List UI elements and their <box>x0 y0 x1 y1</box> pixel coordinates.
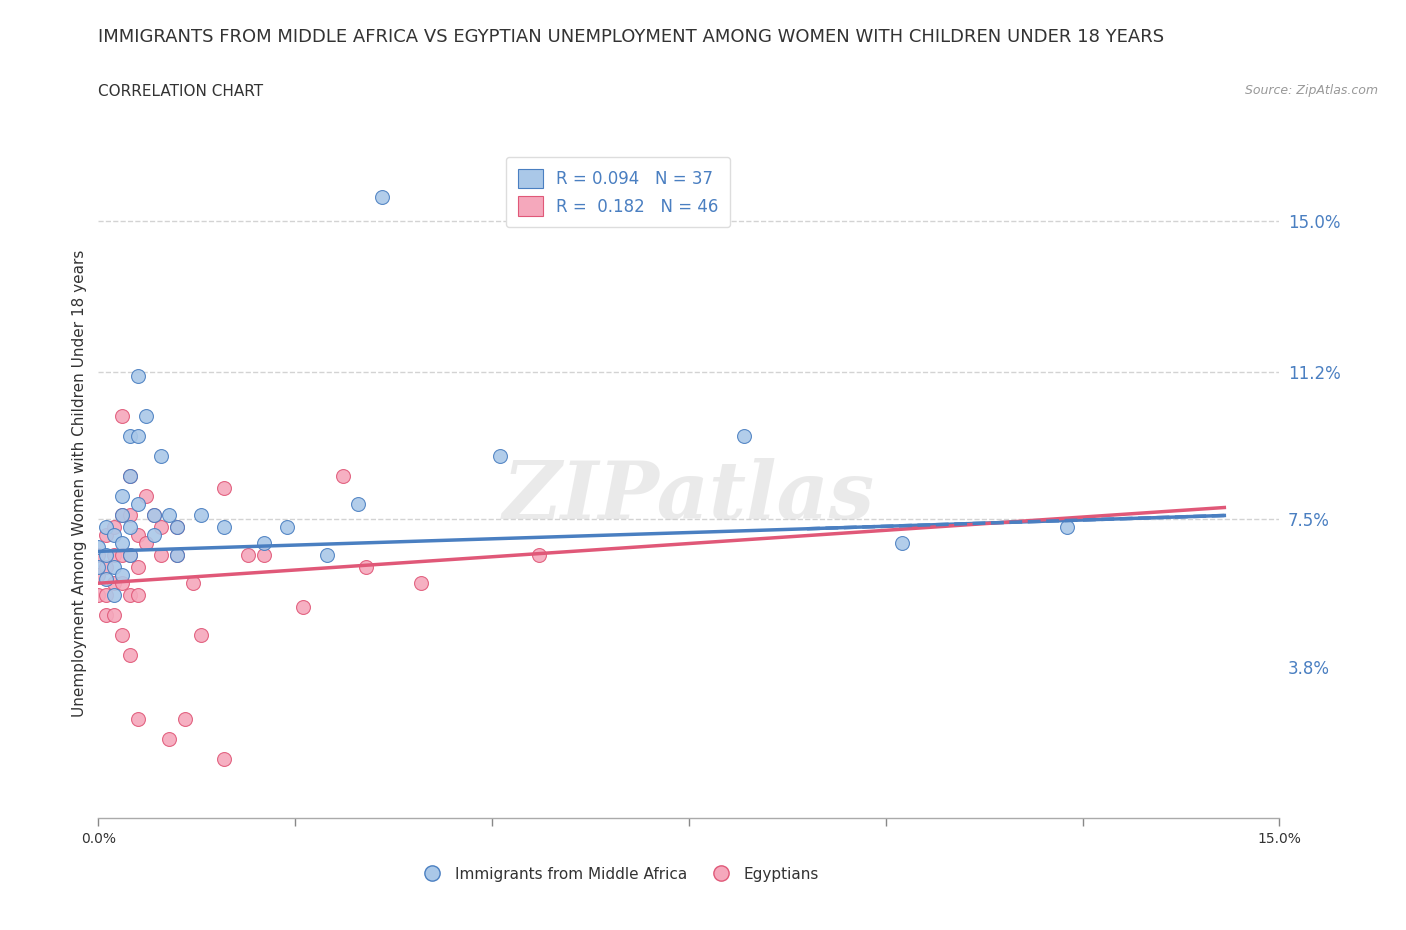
Point <box>166 520 188 535</box>
Point <box>111 408 134 423</box>
Point <box>96 528 118 543</box>
Point <box>150 520 173 535</box>
Point <box>142 508 165 523</box>
Point <box>103 520 125 535</box>
Point <box>127 560 149 575</box>
Point <box>150 548 173 563</box>
Point <box>111 628 134 643</box>
Point <box>103 548 125 563</box>
Point <box>733 429 755 444</box>
Point <box>157 508 180 523</box>
Point <box>96 520 118 535</box>
Point <box>127 429 149 444</box>
Point <box>103 528 125 543</box>
Point <box>253 536 276 551</box>
Point <box>96 560 118 575</box>
Point <box>87 560 110 575</box>
Point <box>111 508 134 523</box>
Point <box>347 496 370 511</box>
Point <box>135 536 157 551</box>
Point <box>332 468 354 483</box>
Point <box>253 548 276 563</box>
Point <box>190 628 212 643</box>
Point <box>181 576 204 591</box>
Point <box>166 520 188 535</box>
Point <box>96 607 118 622</box>
Point <box>411 576 433 591</box>
Point <box>292 600 315 615</box>
Text: IMMIGRANTS FROM MIDDLE AFRICA VS EGYPTIAN UNEMPLOYMENT AMONG WOMEN WITH CHILDREN: IMMIGRANTS FROM MIDDLE AFRICA VS EGYPTIA… <box>98 28 1164 46</box>
Point <box>111 576 134 591</box>
Point <box>127 588 149 603</box>
Point <box>103 607 125 622</box>
Point <box>890 536 912 551</box>
Point <box>236 548 259 563</box>
Text: CORRELATION CHART: CORRELATION CHART <box>98 84 263 99</box>
Point <box>654 169 676 184</box>
Point <box>214 520 236 535</box>
Point <box>489 448 512 463</box>
Point <box>127 496 149 511</box>
Point <box>276 520 298 535</box>
Point <box>166 548 188 563</box>
Point <box>111 548 134 563</box>
Point <box>1056 520 1078 535</box>
Legend: Immigrants from Middle Africa, Egyptians: Immigrants from Middle Africa, Egyptians <box>411 860 825 888</box>
Point <box>118 647 141 662</box>
Point <box>103 576 125 591</box>
Point <box>111 508 134 523</box>
Point <box>111 488 134 503</box>
Point <box>135 408 157 423</box>
Point <box>96 588 118 603</box>
Point <box>315 548 337 563</box>
Text: ZIPatlas: ZIPatlas <box>503 458 875 536</box>
Y-axis label: Unemployment Among Women with Children Under 18 years: Unemployment Among Women with Children U… <box>72 250 87 717</box>
Point <box>150 448 173 463</box>
Point <box>118 468 141 483</box>
Point <box>142 528 165 543</box>
Point <box>103 588 125 603</box>
Point <box>166 548 188 563</box>
Point <box>87 588 110 603</box>
Point <box>214 751 236 766</box>
Point <box>87 548 110 563</box>
Point <box>118 548 141 563</box>
Point <box>214 480 236 495</box>
Point <box>529 548 551 563</box>
Point <box>87 540 110 555</box>
Point <box>354 560 377 575</box>
Point <box>190 508 212 523</box>
Point <box>118 429 141 444</box>
Point <box>127 711 149 726</box>
Point <box>111 568 134 583</box>
Point <box>127 368 149 383</box>
Point <box>127 528 149 543</box>
Point <box>118 520 141 535</box>
Point <box>111 536 134 551</box>
Text: Source: ZipAtlas.com: Source: ZipAtlas.com <box>1244 84 1378 97</box>
Point <box>142 508 165 523</box>
Point <box>135 488 157 503</box>
Point <box>118 548 141 563</box>
Point <box>96 572 118 587</box>
Point <box>118 468 141 483</box>
Point <box>96 548 118 563</box>
Point <box>157 731 180 746</box>
Point <box>174 711 197 726</box>
Point <box>118 508 141 523</box>
Point <box>371 189 394 204</box>
Point <box>118 588 141 603</box>
Point <box>87 568 110 583</box>
Point <box>103 560 125 575</box>
